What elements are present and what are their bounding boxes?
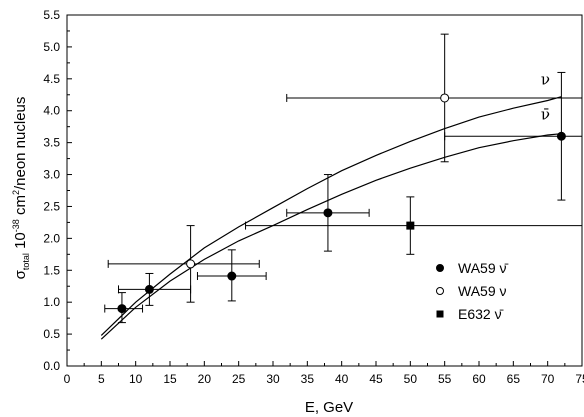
y-tick-label: 3.5 xyxy=(43,136,60,150)
data-points xyxy=(117,93,566,314)
fit-curve-line xyxy=(100,133,562,340)
y-axis-title-symbol: σ xyxy=(12,269,29,279)
x-axis-ticks: 0 5 10 15 20 25 30 35 40 45 50 55 60 65 70 75 xyxy=(64,361,584,386)
y-axis-title-prefix: 10 xyxy=(12,232,29,253)
y-tick-label: 4.5 xyxy=(43,72,60,86)
x-tick-label: 45 xyxy=(369,372,383,386)
data-point-open-circle xyxy=(186,259,196,269)
data-point-filled-circle xyxy=(436,264,444,272)
y-axis-title-unit-exponent: 2 xyxy=(11,190,21,195)
y-axis-title-subscript: total xyxy=(21,253,31,270)
x-tick-label: 0 xyxy=(64,372,71,386)
y-tick-label: 4.0 xyxy=(43,104,60,118)
y-tick-label: 2.5 xyxy=(43,199,60,213)
axes xyxy=(66,14,583,367)
legend-label: WA59 ν̄ xyxy=(458,260,508,276)
x-tick-label: 40 xyxy=(335,372,349,386)
y-axis-ticks: 0.0 0.5 1.0 1.5 2.0 2.5 3.0 3.5 4.0 4.5 5.0 5.5 xyxy=(43,8,72,373)
y-tick-label: 5.5 xyxy=(43,8,60,22)
y-tick-label: 1.0 xyxy=(43,295,60,309)
x-tick-label: 35 xyxy=(301,372,315,386)
x-tick-label: 15 xyxy=(163,372,177,386)
x-tick-label: 60 xyxy=(472,372,486,386)
error-bars xyxy=(104,33,583,324)
x-axis-title: E, GeV xyxy=(305,399,353,416)
curve-label: ν̄ xyxy=(541,106,550,124)
data-point-filled-circle xyxy=(556,131,566,141)
x-tick-label: 10 xyxy=(129,372,143,386)
data-point-square xyxy=(406,221,415,230)
data-point-filled-circle xyxy=(117,304,127,314)
curve-label: ν xyxy=(541,71,550,89)
y-tick-label: 3.0 xyxy=(43,168,60,182)
x-tick-label: 25 xyxy=(232,372,246,386)
y-tick-label: 5.0 xyxy=(43,40,60,54)
data-point-square xyxy=(436,310,444,318)
y-tick-label: 2.0 xyxy=(43,231,60,245)
x-tick-label: 55 xyxy=(438,372,452,386)
legend-label: E632 ν̄ xyxy=(458,306,504,322)
x-tick-label: 70 xyxy=(541,372,555,386)
x-tick-label: 75 xyxy=(575,372,584,386)
x-tick-label: 20 xyxy=(198,372,212,386)
data-point-open-circle xyxy=(436,287,444,295)
y-axis-title-unit: cm xyxy=(12,195,29,219)
y-axis-title-exponent: -38 xyxy=(11,219,21,232)
data-point-filled-circle xyxy=(227,271,237,281)
data-point-filled-circle xyxy=(144,284,154,294)
y-tick-label: 0.0 xyxy=(43,359,60,373)
fit-curve-line xyxy=(100,96,562,336)
y-axis-title: σtotal 10-38 cm2/neon nucleus xyxy=(11,97,31,280)
x-tick-label: 65 xyxy=(507,372,521,386)
data-point-open-circle xyxy=(440,93,450,103)
fit-curves: ν ν̄ xyxy=(100,71,562,340)
data-point-filled-circle xyxy=(323,208,333,218)
x-tick-label: 50 xyxy=(404,372,418,386)
y-tick-label: 0.5 xyxy=(43,327,60,341)
plot-frame xyxy=(66,14,583,367)
y-axis-title-suffix: /neon nucleus xyxy=(12,97,29,190)
y-tick-label: 1.5 xyxy=(43,263,60,277)
legend: WA59 ν̄ WA59 ν E632 ν̄ xyxy=(436,260,508,322)
x-tick-label: 5 xyxy=(98,372,105,386)
x-tick-label: 30 xyxy=(266,372,280,386)
legend-label: WA59 ν xyxy=(458,283,507,299)
